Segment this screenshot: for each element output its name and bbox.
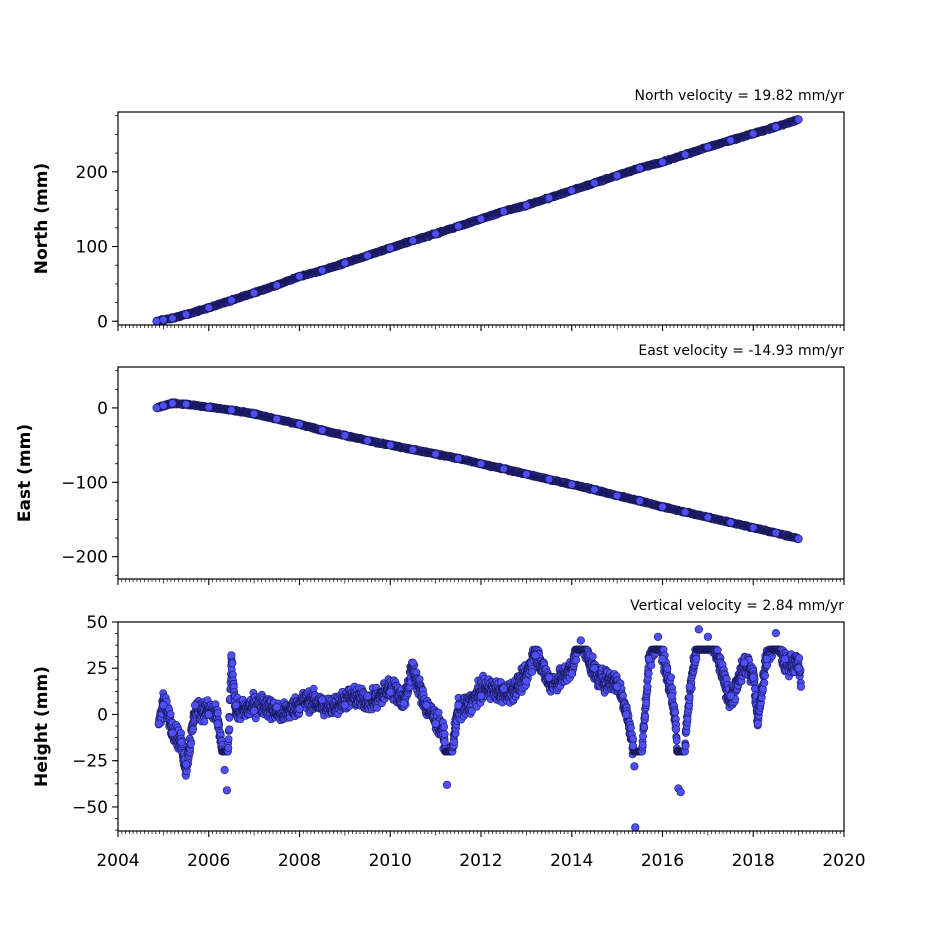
y-tick-label: 0 xyxy=(97,312,108,332)
data-point xyxy=(591,179,599,187)
data-point xyxy=(772,123,780,131)
data-point xyxy=(523,202,531,210)
data-point xyxy=(545,194,553,202)
data-point xyxy=(477,215,485,223)
data-point xyxy=(568,187,576,195)
data-point xyxy=(795,116,803,124)
data-point xyxy=(704,143,712,151)
data-series xyxy=(153,399,803,543)
data-point xyxy=(750,130,758,138)
data-point xyxy=(500,208,508,216)
data-point xyxy=(228,297,236,305)
data-point xyxy=(727,137,735,145)
data-point xyxy=(153,318,161,326)
data-point xyxy=(455,223,463,231)
data-point xyxy=(273,282,281,290)
data-point xyxy=(613,172,621,180)
data-point xyxy=(432,230,440,238)
data-point xyxy=(296,273,304,281)
data-point xyxy=(659,158,667,166)
data-series xyxy=(153,116,803,326)
data-point xyxy=(341,259,349,267)
data-point xyxy=(409,237,417,245)
data-point xyxy=(182,311,190,319)
y-axis-label: North (mm) xyxy=(32,163,52,274)
data-point xyxy=(318,267,326,275)
panel-1: 0 100 200 North velocity = 19.82 mm/yr North… xyxy=(32,88,844,332)
data-point xyxy=(387,244,395,252)
y-tick-label: 100 xyxy=(76,238,108,258)
data-point xyxy=(169,315,177,323)
data-point xyxy=(364,252,372,260)
data-point xyxy=(681,151,689,159)
data-point xyxy=(250,289,258,297)
y-tick-label: 200 xyxy=(76,163,108,183)
data-point xyxy=(205,304,213,312)
data-point xyxy=(160,316,168,324)
data-point xyxy=(636,164,644,172)
panel-title: North velocity = 19.82 mm/yr xyxy=(634,88,844,104)
